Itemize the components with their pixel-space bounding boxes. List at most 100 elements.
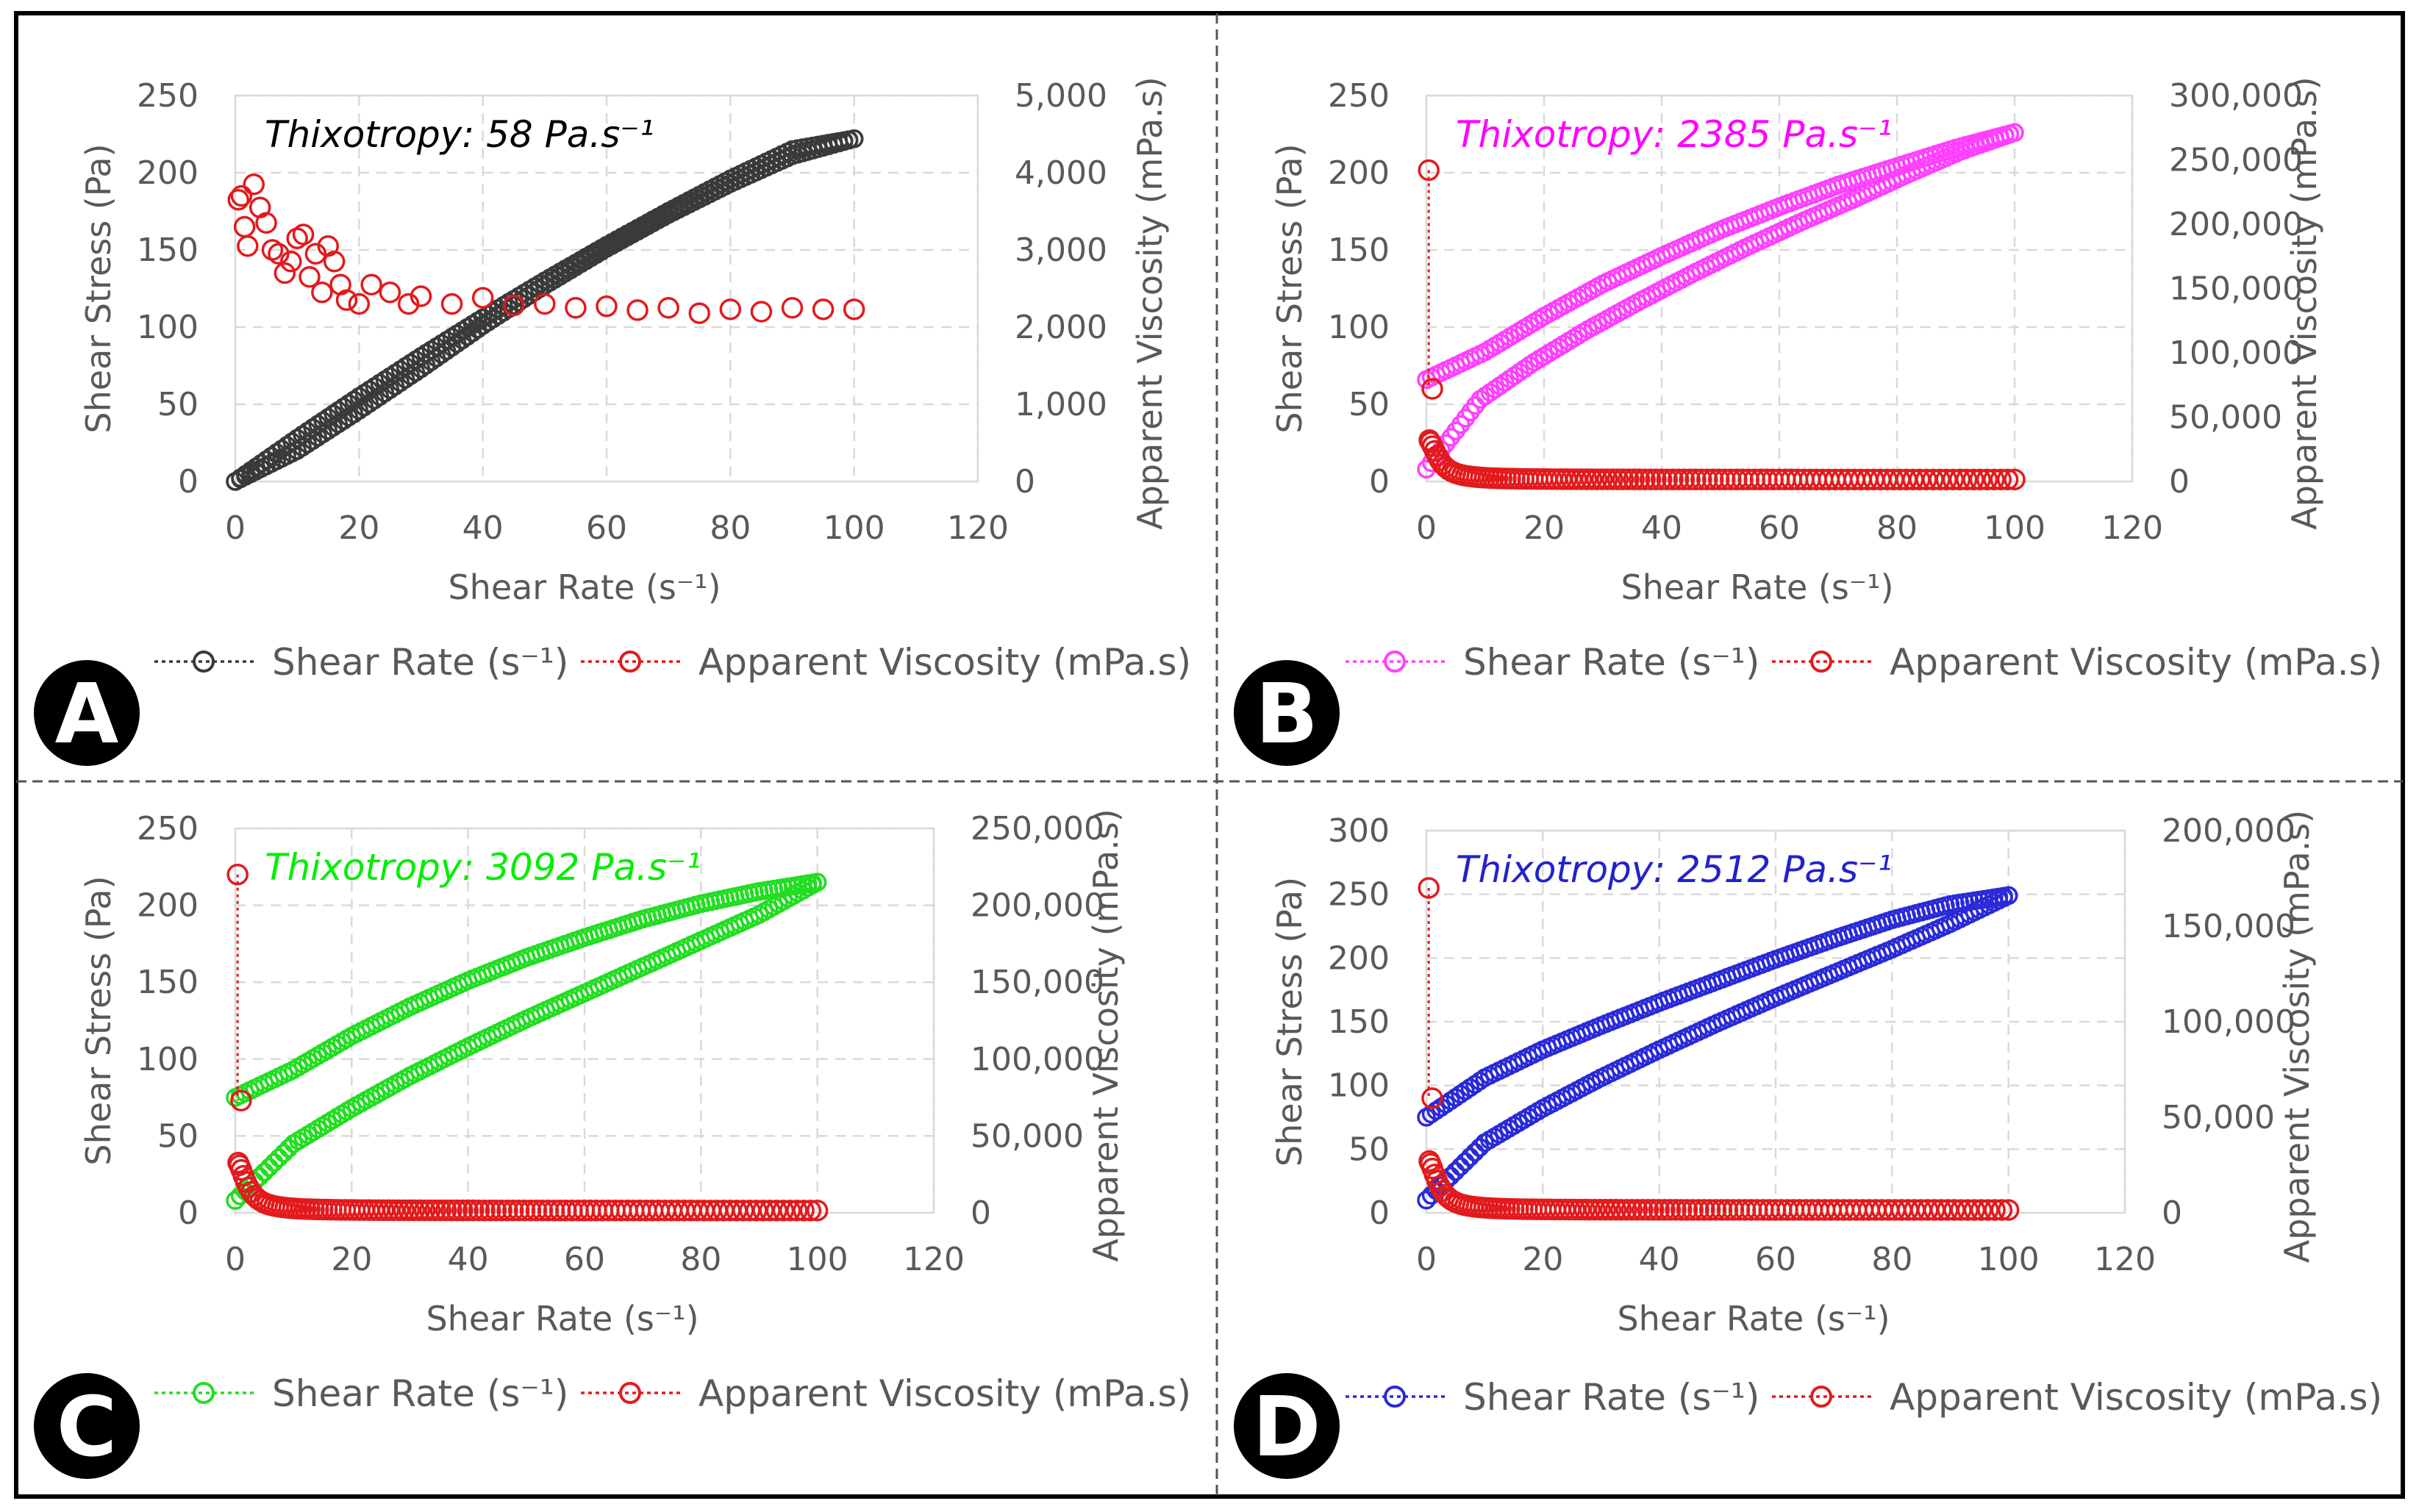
legend-label-viscosity: Apparent Viscosity (mPa.s) [1890,1376,2382,1419]
series-marks [226,864,829,1222]
y2-tick-label: 300,000 [2169,77,2303,115]
x-tick-label: 120 [2094,1241,2156,1278]
plot-area [234,94,979,483]
shear-stress-up-point [274,1144,293,1163]
viscosity-point [348,293,371,315]
viscosity-point [274,262,296,284]
y2-tick-label: 0 [2169,463,2190,501]
x-tick-label: 20 [331,1241,372,1278]
viscosity-point [806,1200,829,1222]
x-tick-label: 80 [1871,1241,1912,1278]
viscosity-point [311,282,333,304]
viscosity-point [1679,468,1701,490]
x-tick-label: 20 [1522,1241,1563,1278]
viscosity-point [1984,1199,2006,1221]
x-axis-title: Shear Rate (s⁻¹) [1621,567,1893,607]
x-tick-label: 0 [225,509,246,547]
viscosity-point [227,189,249,211]
shear-stress-up-point [226,1191,245,1211]
viscosity-point [1710,1199,1733,1221]
x-tick-label: 80 [710,509,751,547]
figure-border [14,11,2405,1499]
y-tick-label: 200 [137,154,199,192]
viscosity-point [1654,1199,1676,1221]
y-tick-label: 100 [1328,1067,1390,1105]
x-tick-label: 40 [1639,1241,1680,1278]
viscosity-point [1997,1199,2020,1221]
viscosity-point [525,1199,548,1222]
x-tick-label: 20 [338,509,379,547]
plot-area [1425,94,2134,483]
panel-badge-label: C [57,1380,117,1475]
viscosity-point [781,297,804,319]
viscosity-point [440,293,463,315]
viscosity-point [446,1199,468,1222]
shear-stress-up-point [1446,1161,1465,1181]
viscosity-point [1722,1199,1745,1221]
y2-tick-label: 200,000 [2169,206,2303,243]
y-axis-title: Shear Stress (Pa) [79,143,118,433]
viscosity-point [565,297,587,319]
legend-marker [1384,1386,1406,1408]
x-tick-label: 20 [1523,509,1565,547]
x-tick-label: 40 [462,509,504,547]
y-axis-title: Shear Stress (Pa) [79,875,118,1165]
y2-tick-label: 150,000 [971,964,1104,1001]
viscosity-point [490,1199,512,1222]
plot-area [234,827,935,1214]
y2-tick-label: 0 [971,1194,991,1232]
legend-marker [193,651,215,673]
x-tick-label: 80 [680,1241,721,1278]
viscosity-point [503,294,525,317]
y2-tick-label: 100,000 [2169,334,2303,372]
legend-label-viscosity: Apparent Viscosity (mPa.s) [698,641,1191,684]
y-tick-label: 0 [1369,1194,1390,1232]
y2-tick-label: 100,000 [971,1041,1104,1078]
viscosity-point [1962,468,1984,491]
shear-stress-up-point [1456,1152,1475,1172]
panel-badge [1234,660,1340,766]
viscosity-point [379,282,401,304]
shear-stress-down-point [807,873,827,892]
y2-axis-title: Apparent Viscosity (mPa.s) [1130,76,1170,530]
shear-stress-up-point [269,1148,289,1167]
y2-tick-label: 250,000 [971,810,1104,848]
legend-marker [1810,651,1832,673]
y2-tick-label: 200,000 [2162,812,2295,850]
thixotropy-annotation: Thixotropy: 2512 Pa.s⁻¹ [1456,848,1892,891]
y2-tick-label: 0 [1015,463,1035,501]
x-tick-label: 0 [225,1241,246,1278]
viscosity-point [1580,468,1603,490]
viscosity-point [496,1199,518,1222]
x-tick-label: 100 [1978,1241,2040,1278]
viscosity-point [1667,468,1690,490]
y-tick-label: 100 [1328,309,1390,346]
x-tick-label: 120 [2101,509,2163,547]
viscosity-point [719,298,742,320]
viscosity-point [360,273,382,295]
viscosity-point [793,1200,815,1222]
viscosity-point [292,223,315,246]
y2-tick-label: 3,000 [1015,232,1107,269]
y-tick-label: 200 [1328,154,1390,192]
viscosity-point [1621,1199,1643,1221]
viscosity-point [812,298,835,320]
y-tick-label: 50 [157,1117,199,1155]
viscosity-point [1599,1199,1622,1221]
y2-tick-label: 1,000 [1015,386,1107,423]
viscosity-point [596,295,618,318]
y2-tick-label: 50,000 [2162,1099,2275,1136]
viscosity-point [1601,468,1623,490]
y2-tick-label: 150,000 [2162,908,2295,945]
y-tick-label: 50 [1348,386,1390,423]
y2-tick-label: 50,000 [2169,399,2282,437]
viscosity-point [1421,378,1443,400]
y-tick-label: 200 [137,887,199,925]
viscosity-point [1656,468,1679,490]
viscosity-point [479,1199,501,1222]
viscosity-point [280,251,302,273]
y2-tick-label: 50,000 [971,1117,1084,1155]
viscosity-point [408,1199,431,1222]
viscosity-point [1615,1199,1637,1221]
viscosity-point [1626,1199,1648,1221]
